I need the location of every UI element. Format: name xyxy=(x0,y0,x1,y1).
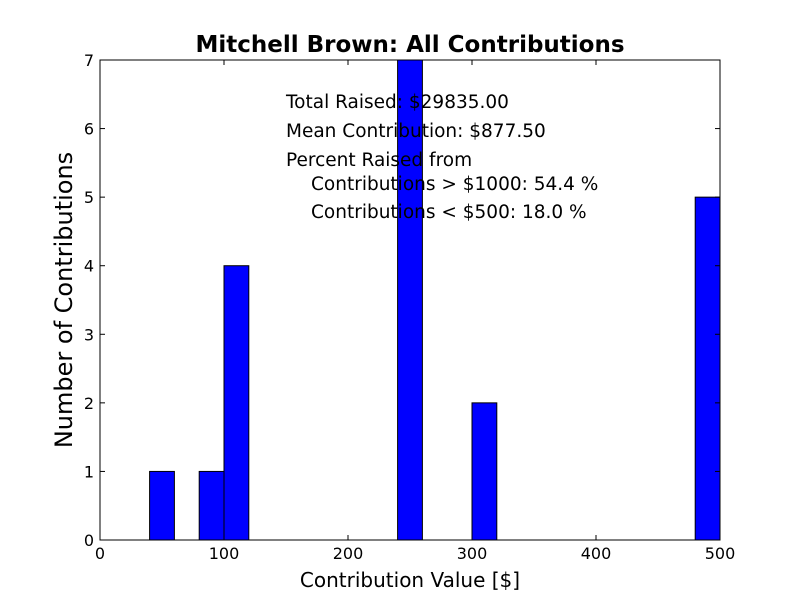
y-tick-label-7: 7 xyxy=(84,51,94,70)
histogram-bar-4 xyxy=(397,59,423,541)
x-tick-label-3: 300 xyxy=(457,544,488,563)
histogram-bar-6 xyxy=(694,196,721,541)
y-tick-label-5: 5 xyxy=(84,188,94,207)
y-tick-label-4: 4 xyxy=(84,257,94,276)
y-tick-label-0: 0 xyxy=(84,531,94,550)
x-tick-label-4: 400 xyxy=(581,544,612,563)
bars-group xyxy=(149,59,721,541)
annotation-under-500: Contributions < $500: 18.0 % xyxy=(311,202,587,223)
annotation-percent-header: Percent Raised from xyxy=(286,150,472,171)
annotation-mean-contribution: Mean Contribution: $877.50 xyxy=(286,121,546,142)
histogram-bar-5 xyxy=(471,402,498,541)
x-tick-label-2: 200 xyxy=(333,544,364,563)
histogram-bar-2 xyxy=(198,470,225,541)
axis-ticks-group: 0 100 200 300 400 500 0 1 2 3 4 5 6 7 xyxy=(84,51,735,563)
x-axis-label: Contribution Value [$] xyxy=(300,568,520,592)
x-tick-label-5: 500 xyxy=(705,544,736,563)
annotation-total-raised: Total Raised: $29835.00 xyxy=(285,92,509,113)
y-axis-label: Number of Contributions xyxy=(50,152,78,448)
x-tick-label-1: 100 xyxy=(209,544,240,563)
plot-frame xyxy=(99,59,721,541)
histogram-bar-3 xyxy=(223,265,250,541)
chart-title: Mitchell Brown: All Contributions xyxy=(195,32,624,58)
stats-annotation: Total Raised: $29835.00 Mean Contributio… xyxy=(285,92,598,223)
histogram-bar-1 xyxy=(149,470,175,541)
y-tick-label-3: 3 xyxy=(84,325,94,344)
x-tick-label-0: 0 xyxy=(95,544,105,563)
y-tick-label-6: 6 xyxy=(84,120,94,139)
y-tick-label-1: 1 xyxy=(84,462,94,481)
y-tick-label-2: 2 xyxy=(84,394,94,413)
annotation-over-1000: Contributions > $1000: 54.4 % xyxy=(311,174,598,195)
